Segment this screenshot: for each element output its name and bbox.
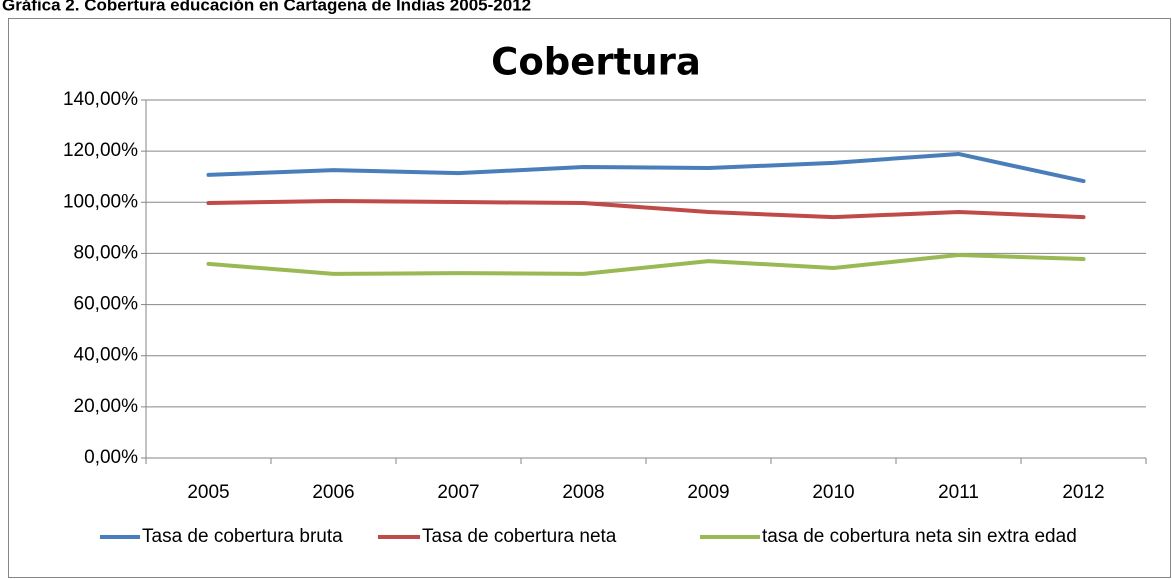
y-tick-label: 100,00%	[63, 191, 138, 212]
x-tick-label: 2005	[187, 482, 229, 503]
x-tick-label: 2011	[938, 482, 979, 503]
y-tick-label: 80,00%	[74, 242, 139, 263]
legend-label: Tasa de cobertura bruta	[142, 526, 343, 547]
x-tick-label: 2012	[1062, 482, 1104, 503]
x-tick-label: 2010	[812, 482, 854, 503]
chart-title: Cobertura	[491, 41, 701, 84]
x-tick-label: 2007	[437, 482, 479, 503]
y-tick-label: 20,00%	[74, 396, 139, 417]
y-tick-label: 120,00%	[63, 140, 138, 161]
x-tick-label: 2006	[312, 482, 354, 503]
x-tick-label: 2008	[562, 482, 604, 503]
chart-caption: Gráfica 2. Cobertura educación en Cartag…	[2, 0, 531, 14]
series-line	[206, 151, 1086, 184]
legend-label: Tasa de cobertura neta	[422, 526, 617, 547]
y-tick-label: 140,00%	[63, 89, 138, 110]
series-line	[206, 199, 1086, 220]
y-tick-label: 40,00%	[74, 345, 139, 366]
x-tick-label: 2009	[687, 482, 729, 503]
legend-label: tasa de cobertura neta sin extra edad	[762, 526, 1077, 547]
series-line	[206, 252, 1086, 276]
y-tick-label: 0,00%	[84, 447, 138, 468]
chart-frame	[8, 18, 1171, 578]
y-tick-label: 60,00%	[74, 294, 139, 315]
